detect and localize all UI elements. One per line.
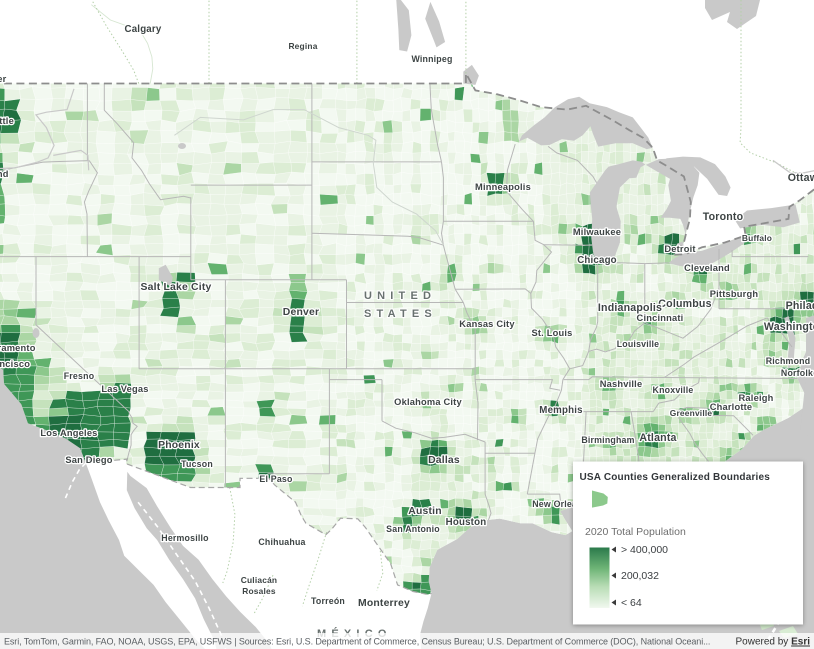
svg-text:Philadelphia: Philadelphia xyxy=(786,300,814,312)
svg-text:Cincinnati: Cincinnati xyxy=(637,313,684,323)
svg-text:Culiacán: Culiacán xyxy=(241,575,278,585)
svg-text:Knoxville: Knoxville xyxy=(653,385,694,395)
svg-text:Ottawa: Ottawa xyxy=(788,172,814,184)
svg-text:Minneapolis: Minneapolis xyxy=(475,182,531,192)
svg-text:Detroit: Detroit xyxy=(664,244,695,254)
svg-text:Columbus: Columbus xyxy=(658,298,711,310)
svg-text:Nashville: Nashville xyxy=(600,379,643,389)
svg-text:> 400,000: > 400,000 xyxy=(621,544,668,556)
svg-text:Memphis: Memphis xyxy=(539,405,582,416)
svg-text:San Francisco: San Francisco xyxy=(0,359,30,369)
svg-text:San Antonio: San Antonio xyxy=(386,524,440,534)
svg-text:USA Counties Generalized Bound: USA Counties Generalized Boundaries xyxy=(580,472,771,483)
svg-text:Indianapolis: Indianapolis xyxy=(598,302,662,314)
svg-text:El Paso: El Paso xyxy=(259,474,293,484)
svg-text:Torreón: Torreón xyxy=(311,596,345,606)
svg-text:Chicago: Chicago xyxy=(577,255,617,266)
svg-text:Calgary: Calgary xyxy=(125,24,162,35)
svg-text:Monterrey: Monterrey xyxy=(358,598,410,609)
svg-text:Raleigh: Raleigh xyxy=(739,393,774,403)
svg-text:Salt Lake City: Salt Lake City xyxy=(141,282,212,293)
svg-text:Phoenix: Phoenix xyxy=(158,440,200,451)
svg-text:Milwaukee: Milwaukee xyxy=(573,227,621,237)
svg-text:Charlotte: Charlotte xyxy=(710,402,753,412)
svg-text:Norfolk: Norfolk xyxy=(781,368,813,378)
svg-text:Richmond: Richmond xyxy=(766,356,811,366)
svg-text:Rosales: Rosales xyxy=(242,586,276,596)
svg-text:Los Angeles: Los Angeles xyxy=(40,428,97,438)
svg-text:Denver: Denver xyxy=(283,307,319,318)
svg-text:Sacramento: Sacramento xyxy=(0,343,36,353)
svg-text:STATES: STATES xyxy=(364,308,437,320)
svg-text:Atlanta: Atlanta xyxy=(639,432,676,444)
svg-text:Chihuahua: Chihuahua xyxy=(258,537,305,547)
svg-text:Pittsburgh: Pittsburgh xyxy=(710,289,759,299)
svg-text:Esri, TomTom, Garmin, FAO, NOA: Esri, TomTom, Garmin, FAO, NOAA, USGS, E… xyxy=(4,637,710,647)
svg-text:Dallas: Dallas xyxy=(428,455,460,466)
svg-text:St. Louis: St. Louis xyxy=(531,328,572,338)
svg-text:Winnipeg: Winnipeg xyxy=(411,54,452,64)
svg-text:Toronto: Toronto xyxy=(703,211,744,223)
svg-text:Austin: Austin xyxy=(408,506,442,517)
svg-text:Greenville: Greenville xyxy=(670,408,713,418)
svg-text:Buffalo: Buffalo xyxy=(742,233,772,243)
svg-text:Hermosillo: Hermosillo xyxy=(161,533,209,543)
svg-text:San Diego: San Diego xyxy=(65,455,112,465)
svg-text:2020 Total Population: 2020 Total Population xyxy=(585,526,686,538)
svg-text:Houston: Houston xyxy=(446,517,487,528)
svg-text:Kansas City: Kansas City xyxy=(459,319,515,329)
svg-text:UNITED: UNITED xyxy=(364,290,436,302)
svg-text:Oklahoma City: Oklahoma City xyxy=(394,397,462,407)
svg-text:200,032: 200,032 xyxy=(621,570,659,582)
svg-text:Las Vegas: Las Vegas xyxy=(101,384,148,394)
svg-text:< 64: < 64 xyxy=(621,597,642,609)
svg-text:Louisville: Louisville xyxy=(617,339,660,349)
svg-text:Regina: Regina xyxy=(288,41,317,51)
svg-text:Cleveland: Cleveland xyxy=(684,263,730,273)
svg-text:Seattle: Seattle xyxy=(0,116,14,126)
svg-text:Birmingham: Birmingham xyxy=(581,435,634,445)
svg-text:Powered by Esri: Powered by Esri xyxy=(736,637,811,648)
svg-text:Portland: Portland xyxy=(0,169,9,179)
svg-text:Fresno: Fresno xyxy=(64,371,95,381)
svg-text:Tucson: Tucson xyxy=(181,459,213,469)
svg-text:Vancouver: Vancouver xyxy=(0,74,7,84)
svg-text:Washington: Washington xyxy=(764,321,814,333)
